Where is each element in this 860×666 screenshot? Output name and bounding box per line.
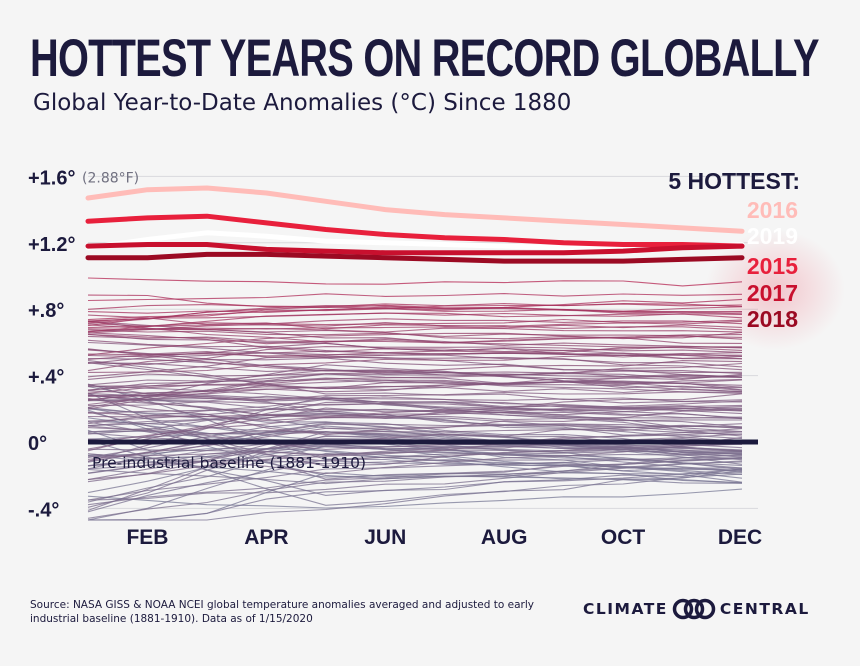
- chart-title: HOTTEST YEARS ON RECORD GLOBALLY: [30, 29, 819, 88]
- historical-year-line: [87, 277, 743, 287]
- legend-item-2015: 2015: [747, 253, 798, 279]
- x-tick-label: AUG: [481, 526, 528, 549]
- historical-year-line: [87, 443, 743, 475]
- historical-year-line: [87, 425, 743, 435]
- historical-year-line: [87, 379, 743, 394]
- historical-year-line: [87, 468, 743, 521]
- legend-item-2016: 2016: [747, 197, 798, 223]
- x-tick-label: OCT: [601, 526, 646, 549]
- historical-year-line: [87, 373, 743, 390]
- historical-year-line: [87, 407, 743, 472]
- x-tick-label: APR: [244, 526, 288, 549]
- historical-year-line: [87, 324, 743, 330]
- historical-year-line: [87, 306, 743, 327]
- source-note: Source: NASA GISS & NOAA NCEI global tem…: [30, 599, 534, 625]
- hottest-line-2017: [85, 242, 745, 256]
- historical-series: [87, 277, 743, 521]
- historical-year-line: [87, 398, 743, 425]
- historical-year-line: [87, 332, 743, 353]
- historical-year-line: [87, 411, 743, 467]
- baseline-label: Pre-industrial baseline (1881-1910): [92, 454, 366, 472]
- historical-year-line: [87, 318, 743, 329]
- historical-year-line: [87, 303, 743, 310]
- historical-year-line: [87, 355, 743, 378]
- historical-year-line: [87, 400, 743, 409]
- x-tick-label: JUN: [364, 526, 406, 549]
- logo-text-left: CLIMATE: [583, 600, 668, 618]
- historical-year-line: [87, 399, 743, 422]
- logo-rings-icon: [672, 598, 716, 620]
- x-tick-label: DEC: [718, 526, 762, 549]
- logo-text-right: CENTRAL: [719, 600, 810, 618]
- y-axis: +1.6° +1.2° +.8° +.4° 0° -.4° (2.88°F): [28, 167, 139, 521]
- historical-year-line: [87, 360, 743, 394]
- historical-year-line: [87, 293, 743, 302]
- hottest-line-2015: [85, 213, 745, 249]
- historical-year-line: [87, 332, 743, 356]
- top-tick-annotation: (2.88°F): [82, 170, 139, 186]
- y-tick-label: -.4°: [28, 499, 59, 521]
- x-tick-label: FEB: [126, 526, 168, 549]
- historical-year-line: [87, 379, 743, 395]
- y-tick-label: +.4°: [28, 367, 64, 389]
- baseline-group: Pre-industrial baseline (1881-1910): [88, 439, 758, 472]
- historical-year-line: [87, 371, 743, 380]
- historical-year-line: [87, 454, 743, 478]
- historical-year-line: [87, 342, 743, 360]
- historical-year-line: [87, 461, 743, 485]
- historical-year-line: [87, 333, 743, 345]
- legend-item-2017: 2017: [747, 280, 798, 306]
- y-tick-label: +.8°: [28, 300, 64, 322]
- chart-subtitle: Global Year-to-Date Anomalies (°C) Since…: [33, 90, 572, 116]
- historical-year-line: [87, 357, 743, 375]
- x-axis: FEB APR JUN AUG OCT DEC: [126, 526, 762, 549]
- historical-year-line: [87, 457, 743, 506]
- legend-item-2018: 2018: [747, 306, 798, 332]
- historical-year-line: [87, 349, 743, 358]
- historical-year-line: [87, 391, 743, 401]
- historical-year-line: [87, 439, 743, 496]
- historical-year-line: [87, 453, 743, 473]
- historical-year-line: [87, 327, 743, 334]
- climate-central-logo: CLIMATE CENTRAL: [583, 598, 810, 620]
- historical-year-line: [87, 346, 743, 372]
- historical-year-line: [87, 312, 743, 333]
- hottest-line-2019: [85, 230, 745, 251]
- historical-year-line: [87, 445, 743, 503]
- line-chart: Pre-industrial baseline (1881-1910) +1.6…: [28, 167, 845, 549]
- historical-year-line: [88, 472, 743, 521]
- legend-title: 5 HOTTEST:: [668, 168, 800, 194]
- historical-year-line: [87, 423, 743, 460]
- historical-year-line: [87, 407, 743, 450]
- hottest-series: [85, 185, 745, 264]
- historical-year-line: [87, 394, 743, 404]
- historical-year-line: [87, 306, 743, 314]
- historical-year-line: [87, 458, 743, 513]
- hottest-line-2018: [85, 251, 745, 264]
- historical-year-line: [87, 312, 743, 323]
- historical-year-line: [87, 294, 743, 309]
- historical-year-line: [87, 403, 743, 422]
- historical-year-line: [88, 470, 743, 521]
- historical-year-line: [87, 397, 743, 436]
- historical-year-line: [87, 425, 743, 450]
- historical-year-line: [87, 400, 743, 422]
- hottest-line-2016: [85, 185, 745, 234]
- historical-year-line: [87, 318, 743, 331]
- y-tick-label: +1.2°: [28, 234, 75, 256]
- historical-year-line: [87, 378, 743, 397]
- y-tick-label: +1.6°: [28, 167, 75, 189]
- legend-item-2019: 2019: [747, 223, 798, 249]
- y-tick-label: 0°: [28, 433, 47, 455]
- historical-year-line: [87, 446, 743, 456]
